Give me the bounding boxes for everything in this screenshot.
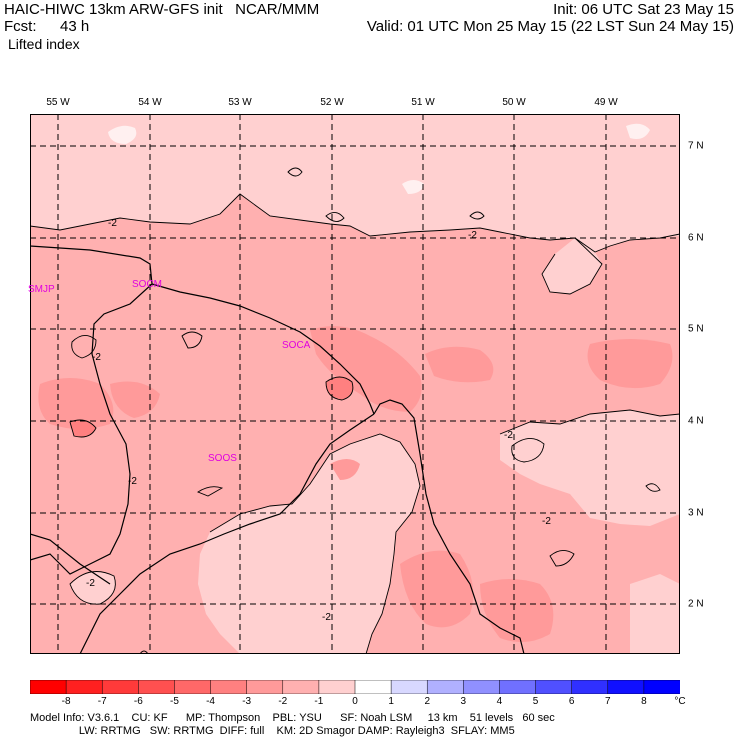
dark-patch	[110, 381, 160, 418]
colorbar-cell	[246, 680, 284, 694]
colorbar-label: 4	[496, 696, 503, 707]
darker-spot	[326, 377, 353, 400]
colorbar-label: 0	[352, 696, 358, 707]
colorbar-label: 6	[568, 696, 575, 707]
colorbar-label: -4	[206, 696, 215, 707]
map-frame	[30, 114, 680, 654]
station-label: SMJP	[28, 284, 55, 295]
contour-label: -2	[86, 578, 95, 589]
station-label: SOCA	[282, 340, 311, 351]
lifted-index-map: -2 -2 -2 -2 -2 -2 -2 -2	[30, 114, 680, 654]
colorbar-cell	[535, 680, 573, 694]
model-title: HAIC-HIWC 13km ARW-GFS init NCAR/MMM	[4, 1, 320, 18]
very-light-spot	[108, 125, 137, 144]
forecast-label: Fcst:	[4, 18, 37, 35]
lon-label: 52 W	[320, 97, 344, 108]
colorbar-label: -5	[169, 696, 179, 707]
colorbar-cell	[499, 680, 537, 694]
colorbar-cell	[174, 680, 212, 694]
very-light-spot	[626, 123, 650, 139]
lon-label: 54 W	[138, 97, 162, 108]
contours	[30, 167, 680, 654]
colorbar	[30, 680, 680, 694]
lat-label: 7 N	[688, 140, 704, 152]
colorbar-cell	[210, 680, 248, 694]
colorbar-cell	[390, 680, 428, 694]
model-info-line1: Model Info: V3.6.1 CU: KF MP: Thompson P…	[30, 712, 555, 724]
forecast-hour: 43 h	[60, 18, 90, 35]
colorbar-cell	[426, 680, 465, 694]
colorbar-unit: °C	[674, 696, 686, 707]
dark-patch	[38, 378, 114, 429]
dark-patch	[330, 459, 360, 480]
contour-label: -2	[108, 218, 117, 229]
colorbar-label: -8	[61, 696, 71, 707]
valid-time: Valid: 01 UTC Mon 25 May 15 (22 LST Sun …	[366, 18, 734, 35]
contour-label: -2	[322, 612, 331, 623]
model-info-line2: LW: RRTMG SW: RRTMG DIFF: full KM: 2D Sm…	[30, 725, 515, 737]
colorbar-label: -1	[314, 696, 324, 707]
lon-label: 53 W	[228, 97, 252, 108]
northern-light-band	[30, 114, 680, 252]
colorbar-cell	[282, 680, 320, 694]
colorbar-label: 5	[532, 696, 539, 707]
colorbar-label: -3	[242, 696, 252, 707]
field-name: Lifted index	[8, 36, 80, 52]
colorbar-cell	[138, 680, 176, 694]
lat-label: 3 N	[688, 507, 704, 519]
colorbar-cell	[643, 680, 680, 694]
contour-label: -2	[542, 516, 551, 527]
lon-label: 51 W	[411, 97, 435, 108]
lon-label: 49 W	[594, 97, 618, 108]
colorbar-cell	[354, 680, 392, 694]
lat-label: 4 N	[688, 415, 704, 427]
light-patch-e	[500, 410, 680, 526]
dark-patch	[310, 326, 422, 412]
contour-label: -2	[92, 352, 101, 363]
colorbar-cell	[101, 680, 140, 694]
lat-label: 5 N	[688, 323, 704, 335]
station-label: SOOS	[208, 453, 237, 464]
colorbar-label: 7	[604, 696, 611, 707]
colorbar-cell	[318, 680, 356, 694]
colorbar-cell	[571, 680, 609, 694]
lat-label: 6 N	[688, 232, 704, 244]
colorbar-label: 1	[388, 696, 394, 707]
contour-label: -2	[504, 430, 513, 441]
station-label: SOCM	[132, 279, 162, 290]
lon-label: 50 W	[502, 97, 526, 108]
darker-spot	[70, 420, 96, 437]
colorbar-cell	[463, 680, 501, 694]
southern-light-tongue	[198, 434, 420, 654]
coastline-borders	[30, 245, 525, 654]
light-patch	[511, 438, 544, 462]
colorbar-cell	[65, 680, 103, 694]
very-light-spot	[402, 180, 424, 194]
colorbar-label: -2	[278, 696, 288, 707]
colorbar-label: -7	[97, 696, 107, 707]
lon-label: 55 W	[46, 97, 70, 108]
colorbar-cell	[607, 680, 645, 694]
colorbar-label: 2	[424, 696, 430, 707]
colorbar-label: 3	[460, 696, 467, 707]
colorbar-cell	[30, 680, 67, 694]
dark-patch	[400, 550, 474, 628]
light-patch-se	[630, 574, 680, 654]
colorbar-label: -6	[133, 696, 143, 707]
dark-patch	[587, 339, 673, 389]
colorbar-label: 8	[641, 696, 647, 707]
light-patch-ne	[542, 238, 602, 294]
contour-label: -2	[128, 476, 137, 487]
dark-patch	[425, 346, 494, 383]
init-time: Init: 06 UTC Sat 23 May 15	[553, 1, 734, 18]
contour-label: -2	[468, 230, 477, 241]
lat-label: 2 N	[688, 598, 704, 610]
